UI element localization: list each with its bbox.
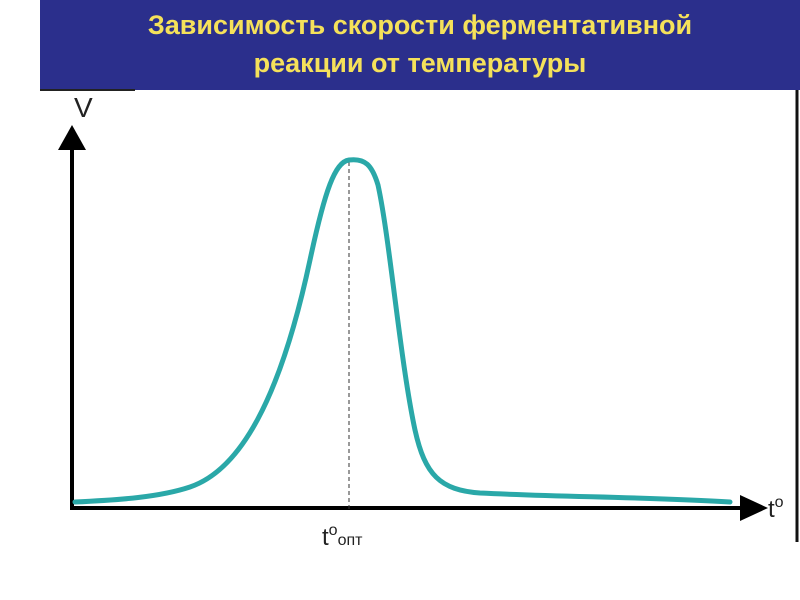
title: Зависимость скорости ферментативной реак… (40, 6, 800, 82)
label-base: t (768, 496, 775, 523)
x-axis-label: to (768, 494, 784, 523)
title-line: Зависимость скорости ферментативной (147, 10, 693, 40)
x-axis-arrow (740, 495, 768, 521)
optimum-label: toопт (322, 522, 363, 551)
label-sup: o (775, 494, 784, 511)
label-sup: o (329, 522, 338, 539)
title-banner (40, 0, 800, 90)
rate-curve (72, 157, 733, 505)
label-base: t (322, 524, 329, 551)
y-axis-arrow (58, 125, 86, 150)
title-line: реакции от температуры (253, 48, 587, 78)
label-sub: опт (338, 532, 364, 549)
y-axis-label: V (74, 92, 93, 123)
